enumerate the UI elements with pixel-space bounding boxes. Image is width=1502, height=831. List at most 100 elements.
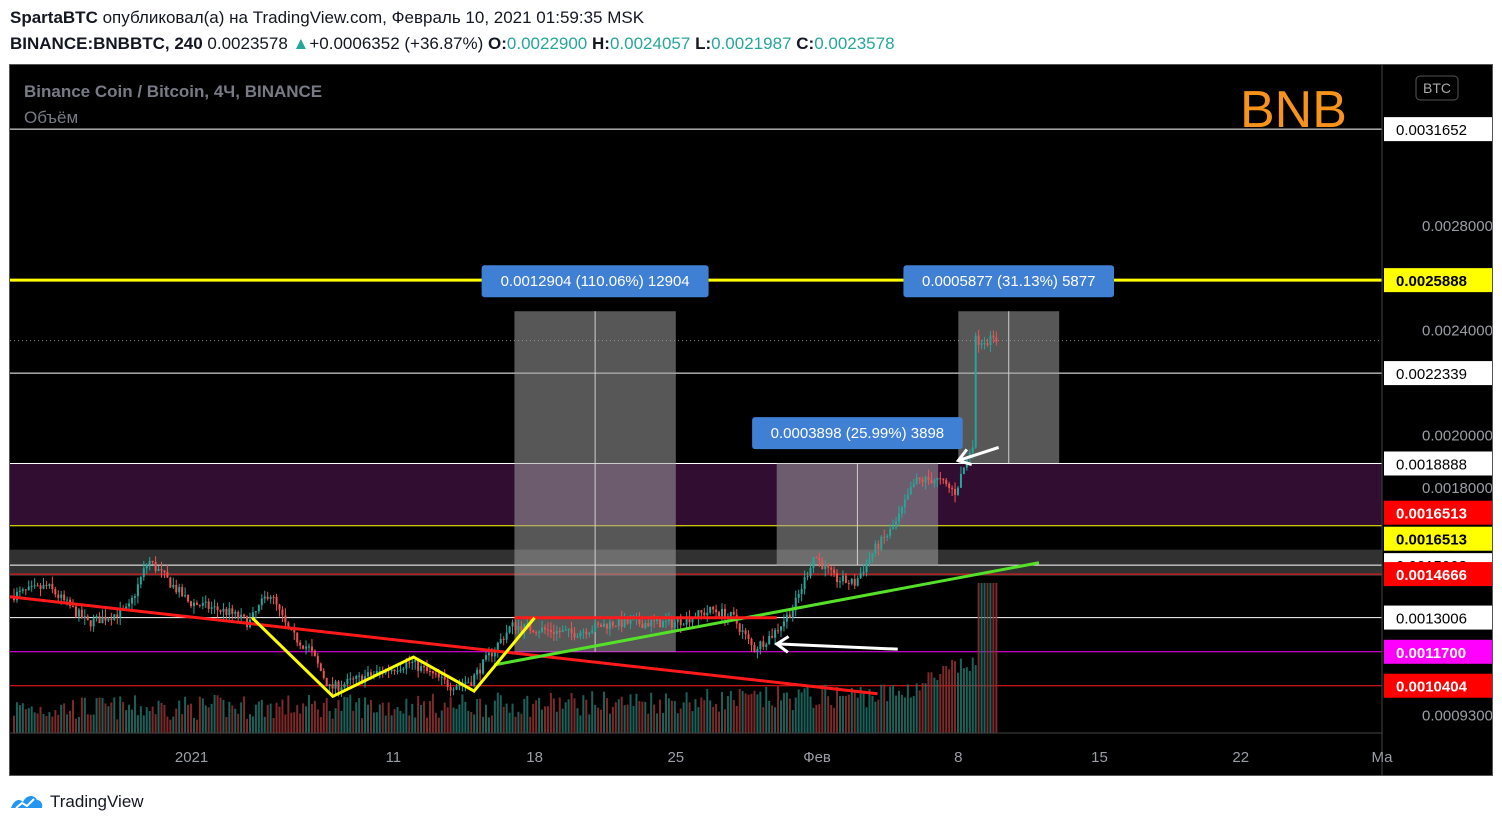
volume-bar: [898, 690, 900, 733]
candle: [39, 585, 42, 589]
volume-bar: [190, 703, 192, 733]
candle: [390, 669, 393, 672]
candle: [225, 608, 228, 615]
currency-badge[interactable]: [1415, 75, 1459, 101]
close-value: 0.0023578: [814, 34, 895, 53]
candle: [995, 337, 998, 342]
candle: [591, 630, 594, 633]
volume-bar: [641, 701, 644, 733]
candle: [175, 584, 178, 593]
candle: [272, 596, 275, 598]
candle: [361, 675, 364, 683]
candle: [865, 562, 868, 572]
volume-bar: [24, 709, 27, 733]
candle: [284, 615, 287, 623]
white-arrow: [776, 642, 898, 651]
volume-bar: [228, 701, 231, 733]
candle: [691, 618, 694, 623]
candle: [278, 604, 281, 610]
volume-bar: [709, 700, 712, 733]
volume-bar: [741, 690, 744, 733]
volume-bar: [198, 696, 201, 733]
candle: [476, 669, 479, 675]
candle: [116, 614, 119, 618]
trend-line: [493, 561, 1040, 667]
volume-bar: [502, 706, 505, 733]
volume-bar: [570, 692, 573, 733]
volume-bar: [806, 686, 809, 733]
candle: [266, 596, 269, 599]
volume-bar: [172, 716, 175, 733]
candle: [871, 553, 874, 559]
candle: [989, 335, 992, 345]
candle: [939, 478, 942, 480]
volume-bar: [27, 708, 30, 733]
volume-bar: [57, 714, 60, 733]
candle: [762, 641, 765, 647]
volume-bar: [567, 699, 570, 733]
volume-bar: [691, 711, 694, 733]
candle: [959, 473, 962, 488]
price-mark-label: 0.0014666: [1396, 567, 1467, 584]
candle: [33, 585, 36, 587]
chart-frame[interactable]: 0.0012904 (110.06%) 12904 0.0003898 (25.9…: [9, 64, 1493, 776]
volume-bar: [750, 693, 753, 733]
volume-bar: [269, 703, 272, 733]
volume-bar: [526, 695, 529, 733]
volume-bar: [107, 706, 110, 733]
candle: [92, 618, 95, 627]
candle: [190, 601, 192, 607]
volume-bar: [499, 695, 502, 733]
last-price: 0.0023578: [207, 34, 288, 53]
tradingview-brand[interactable]: TradingView: [50, 792, 144, 811]
candle: [853, 578, 856, 586]
volume-bar: [33, 712, 36, 733]
candle: [570, 628, 573, 633]
volume-bar: [396, 707, 399, 733]
price-chart[interactable]: 0.0012904 (110.06%) 12904 0.0003898 (25.9…: [10, 65, 1492, 775]
candle: [399, 669, 402, 671]
candle: [653, 620, 656, 622]
candle: [107, 618, 110, 621]
measure-label-box: [903, 265, 1115, 298]
volume-bar: [467, 710, 470, 733]
volume-bar: [63, 703, 66, 733]
volume-bar: [390, 715, 393, 733]
volume-bar: [850, 687, 853, 733]
candle: [670, 618, 673, 628]
candle: [839, 581, 841, 583]
price-mark-box: [1384, 562, 1492, 587]
volume-bar: [331, 718, 334, 733]
volume-bar: [824, 684, 827, 733]
candle: [629, 619, 632, 624]
volume-bar: [201, 698, 204, 733]
volume-bar: [184, 696, 187, 733]
candle: [207, 601, 210, 609]
volume-bar: [482, 716, 485, 733]
volume-bar: [296, 705, 299, 733]
candle: [552, 632, 555, 634]
candle: [756, 649, 759, 652]
volume-bar: [620, 696, 623, 733]
volume-bar: [431, 693, 434, 733]
candle: [74, 606, 77, 617]
candle: [558, 630, 561, 633]
candle: [51, 583, 54, 590]
volume-bar: [662, 712, 664, 733]
volume-bar: [921, 683, 924, 733]
candle: [561, 630, 564, 633]
candle: [358, 675, 361, 677]
volume-bar: [968, 670, 971, 733]
volume-bar: [375, 712, 378, 733]
candle: [308, 646, 310, 648]
volume-bar: [992, 583, 995, 733]
candle: [514, 622, 517, 631]
volume-bar: [434, 712, 437, 733]
candle: [836, 573, 839, 582]
candle: [101, 616, 104, 624]
candle: [803, 577, 806, 590]
volume-bar: [659, 699, 662, 733]
candle: [986, 343, 989, 345]
volume-bar: [912, 696, 915, 733]
author-name[interactable]: SpartaBTC: [10, 8, 98, 27]
